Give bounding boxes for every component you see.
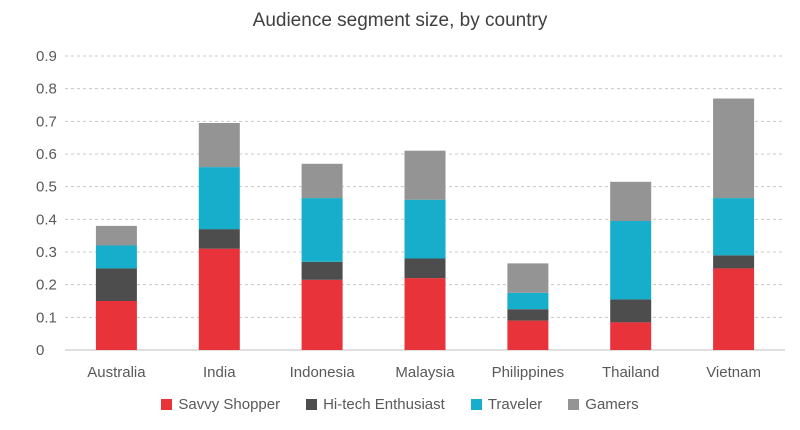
bar-segment-savvy-shopper <box>404 278 446 350</box>
bar-segment-traveler <box>95 245 137 269</box>
y-tick-label: 0.7 <box>36 113 57 130</box>
y-tick-label: 0.4 <box>36 211 57 228</box>
bar-segment-hi-tech-enthusiast <box>404 258 446 279</box>
chart-title: Audience segment size, by country <box>252 10 548 31</box>
y-tick-label: 0.9 <box>36 48 57 65</box>
x-tick-label: Vietnam <box>706 364 761 381</box>
bar-segment-hi-tech-enthusiast <box>198 229 240 249</box>
bar-segment-traveler <box>610 221 652 300</box>
bar-segment-savvy-shopper <box>198 248 240 350</box>
y-tick-label: 0.2 <box>36 277 57 294</box>
legend-label: Savvy Shopper <box>178 396 281 413</box>
x-tick-label: India <box>203 364 236 381</box>
legend-label: Gamers <box>585 396 639 413</box>
legend-swatch <box>470 399 482 410</box>
bar-segment-gamers <box>301 163 343 199</box>
x-tick-label: Philippines <box>492 364 565 381</box>
bar-segment-hi-tech-enthusiast <box>95 268 137 301</box>
x-tick-label: Australia <box>87 364 146 381</box>
bar-segment-hi-tech-enthusiast <box>610 299 652 323</box>
bar-segment-savvy-shopper <box>95 301 137 350</box>
bar-segment-hi-tech-enthusiast <box>507 309 549 321</box>
y-tick-label: 0.5 <box>36 179 57 196</box>
legend: Savvy Shopper Hi-tech Enthusiast Traveler G… <box>0 396 800 413</box>
bar-segment-traveler <box>507 292 549 310</box>
bar-segment-traveler <box>404 199 446 259</box>
bar-segment-traveler <box>713 198 755 256</box>
bar-segment-hi-tech-enthusiast <box>301 261 343 280</box>
x-tick-label: Thailand <box>602 364 660 381</box>
bar-segment-gamers <box>198 123 240 168</box>
bar-segment-gamers <box>507 263 549 293</box>
legend-swatch <box>568 399 580 410</box>
legend-label: Traveler <box>487 396 543 413</box>
bar-segment-gamers <box>404 150 446 200</box>
y-tick-label: 0.3 <box>36 244 57 261</box>
bar-segment-savvy-shopper <box>301 279 343 350</box>
x-tick-label: Malaysia <box>395 364 455 381</box>
bar-segment-gamers <box>713 98 755 199</box>
legend-swatch <box>161 399 173 410</box>
bar-segment-hi-tech-enthusiast <box>713 255 755 269</box>
legend-item: Traveler <box>470 396 543 413</box>
y-tick-label: 0.1 <box>36 309 57 326</box>
legend-swatch <box>306 399 318 410</box>
y-tick-label: 0.6 <box>36 146 57 163</box>
bar-segment-traveler <box>301 198 343 262</box>
legend-item: Savvy Shopper <box>161 396 280 413</box>
legend-item: Gamers <box>568 396 639 413</box>
bar-segment-savvy-shopper <box>507 320 549 350</box>
bar-segment-savvy-shopper <box>713 268 755 350</box>
bar-segment-traveler <box>198 167 240 230</box>
y-tick-label: 0 <box>36 342 44 359</box>
bar-segment-savvy-shopper <box>610 322 652 350</box>
bar-segment-gamers <box>95 225 137 246</box>
legend-item: Hi-tech Enthusiast <box>306 396 445 413</box>
y-tick-label: 0.8 <box>36 81 57 98</box>
bar-segment-gamers <box>610 181 652 221</box>
legend-label: Hi-tech Enthusiast <box>323 396 445 413</box>
x-tick-label: Indonesia <box>290 364 356 381</box>
